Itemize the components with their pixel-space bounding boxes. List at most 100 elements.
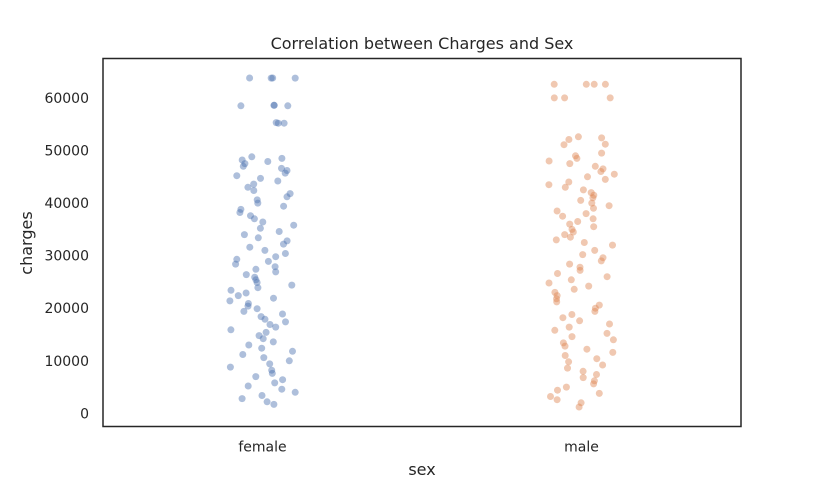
data-point (257, 174, 264, 182)
data-point (561, 352, 569, 359)
data-point (258, 344, 266, 352)
data-point (598, 149, 606, 157)
data-point (566, 160, 574, 168)
data-point (244, 382, 252, 390)
data-point (585, 282, 593, 290)
data-point (603, 329, 611, 337)
data-point (266, 360, 274, 368)
data-point (565, 136, 573, 143)
data-point (254, 234, 262, 242)
data-point (259, 218, 267, 226)
data-point (582, 80, 590, 88)
data-point (566, 233, 574, 241)
data-point (576, 266, 584, 274)
data-point (244, 302, 252, 310)
data-point (252, 373, 260, 381)
data-point (553, 396, 561, 404)
data-point (264, 257, 272, 265)
data-point (244, 300, 252, 307)
data-point (256, 224, 264, 232)
plot-frame (102, 57, 742, 428)
data-point (268, 366, 276, 374)
data-point (593, 355, 601, 363)
data-point (279, 310, 286, 318)
data-point (601, 140, 609, 148)
data-point (577, 196, 585, 204)
data-point (550, 80, 558, 88)
data-point (568, 311, 576, 318)
data-point (598, 134, 606, 142)
data-point (288, 281, 296, 289)
data-point (234, 292, 242, 300)
y-tick-label: 60000 (44, 91, 89, 107)
data-point (258, 392, 266, 399)
data-point (238, 156, 246, 164)
data-point (238, 395, 246, 403)
data-point (283, 237, 291, 245)
data-point (254, 284, 262, 292)
chart-title: Correlation between Charges and Sex (271, 34, 574, 53)
data-point (579, 186, 587, 194)
data-point (550, 94, 558, 102)
data-point (609, 336, 617, 344)
data-point (610, 170, 618, 178)
data-point (257, 313, 265, 321)
data-point (605, 202, 613, 210)
data-point (240, 307, 248, 315)
data-point (609, 348, 617, 356)
data-point (260, 354, 268, 362)
data-point (270, 400, 278, 408)
data-point (579, 251, 587, 259)
data-point (562, 383, 570, 391)
data-point (590, 380, 598, 388)
data-point (280, 240, 287, 248)
data-point (569, 228, 577, 236)
y-tick-label: 50000 (44, 144, 89, 160)
data-point (599, 165, 607, 173)
data-point (263, 398, 271, 406)
data-point (574, 218, 582, 225)
data-point (239, 162, 247, 170)
data-point (291, 74, 299, 82)
data-point (237, 205, 245, 213)
data-point (262, 328, 270, 336)
data-point (584, 173, 591, 181)
data-point (280, 119, 288, 127)
data-point (246, 243, 254, 251)
data-point (252, 276, 260, 284)
data-point (589, 194, 597, 202)
data-point (565, 178, 573, 186)
data-point (280, 202, 288, 210)
data-point (241, 160, 249, 168)
data-point (269, 338, 277, 346)
data-point (226, 363, 234, 371)
data-point (567, 276, 575, 284)
data-point (239, 351, 247, 358)
data-point (590, 223, 598, 231)
data-point (278, 385, 286, 393)
data-point (278, 154, 286, 162)
data-point (281, 250, 289, 257)
data-point (566, 220, 574, 228)
data-point (242, 271, 250, 279)
data-point (248, 153, 256, 161)
data-point (290, 221, 298, 229)
data-point (269, 74, 277, 82)
data-point (590, 80, 598, 88)
data-point (597, 168, 605, 175)
data-point (575, 403, 583, 411)
y-tick-label: 10000 (44, 354, 89, 370)
points-layer (226, 74, 618, 411)
data-point (254, 199, 262, 207)
data-point (545, 181, 553, 189)
data-point (554, 386, 561, 394)
data-point (576, 263, 584, 271)
data-point (283, 193, 291, 201)
x-tick-label: female (238, 440, 286, 456)
data-point (590, 191, 598, 199)
data-point (250, 215, 258, 223)
data-point (601, 175, 609, 183)
data-point (595, 301, 603, 309)
data-point (252, 265, 260, 273)
